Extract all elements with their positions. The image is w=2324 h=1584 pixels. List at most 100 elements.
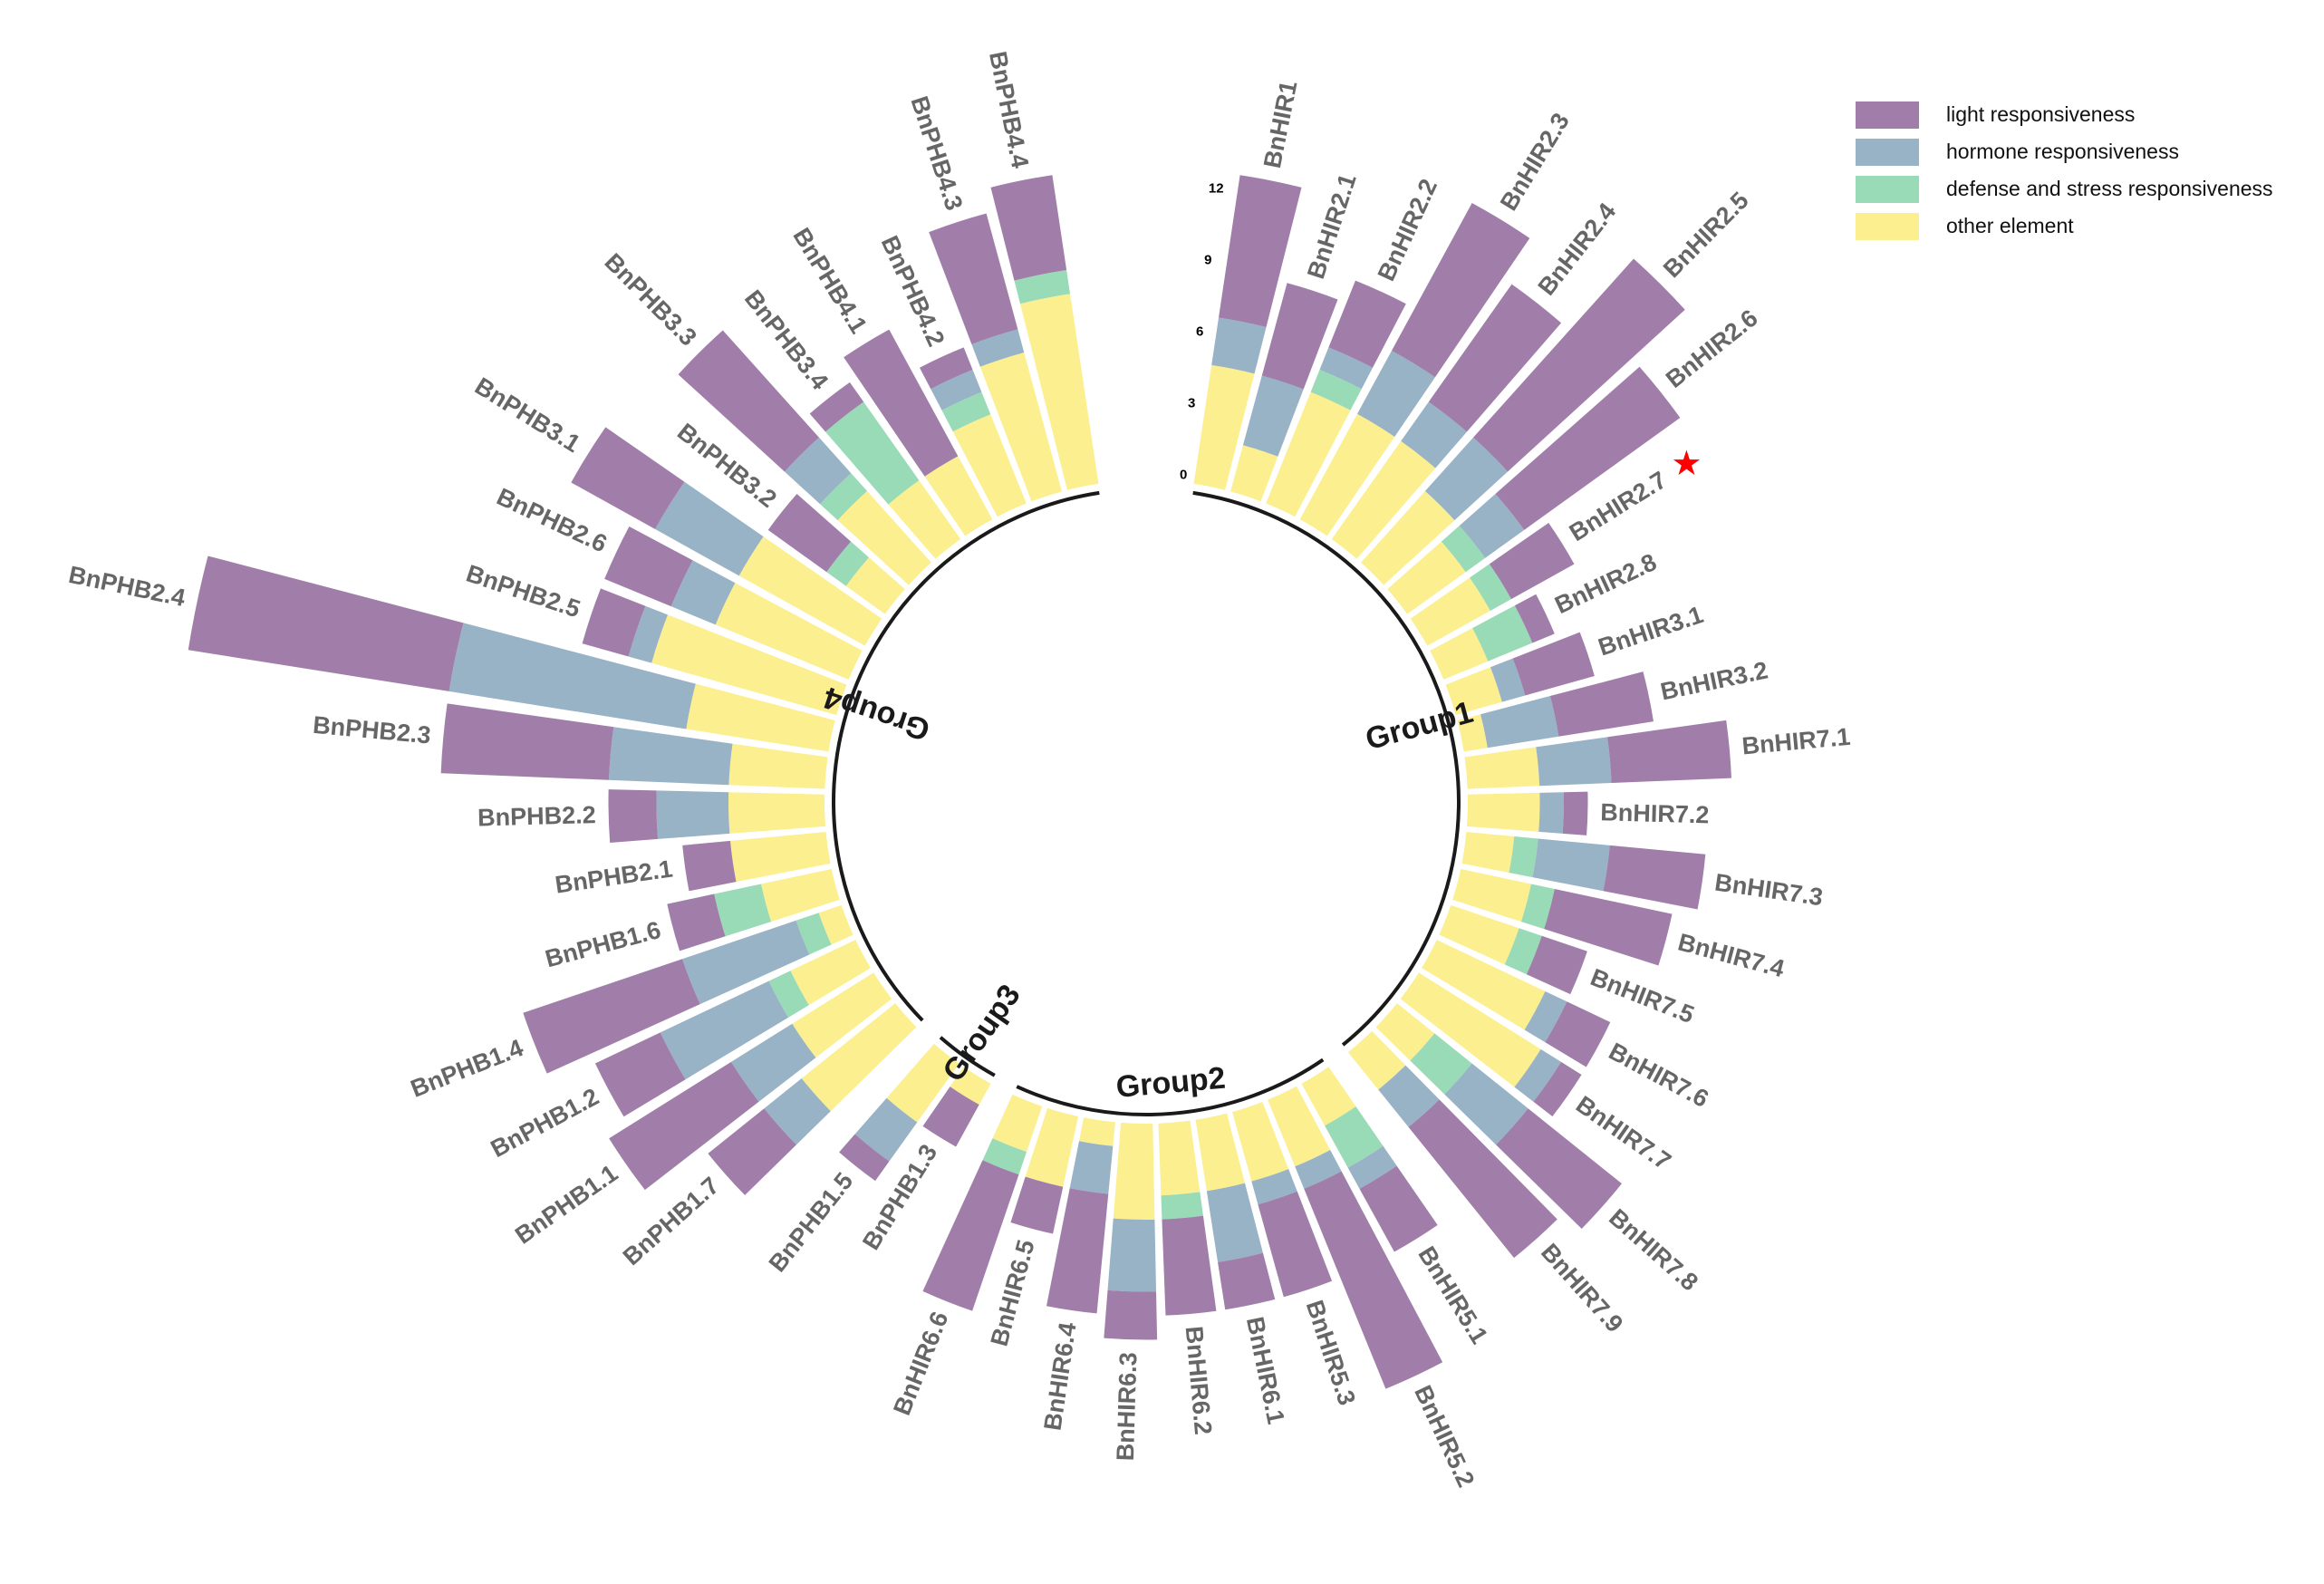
bar-segment-other: [1025, 1107, 1079, 1187]
bar-segment-defense: [1509, 835, 1538, 878]
gene-label: BnPHB3.1: [470, 372, 585, 458]
gene-label: BnHIR7.6: [1605, 1038, 1713, 1113]
bar-BnPHB2.1: [682, 832, 831, 892]
gene-label: BnHIR7.4: [1675, 928, 1788, 982]
bar-segment-hormone: [730, 1023, 816, 1102]
gene-label: BnHIR7.3: [1713, 869, 1825, 912]
bar-segment-hormone: [670, 560, 736, 625]
bar-segment-other: [686, 683, 835, 752]
bar-segment-light: [1328, 280, 1406, 368]
bar-segment-light: [1526, 935, 1587, 995]
bar-segment-other: [1268, 1086, 1331, 1167]
bar-segment-light: [1162, 1215, 1217, 1316]
gene-label: BnPHB1.1: [510, 1159, 622, 1249]
gene-label: BnHIR6.6: [888, 1308, 953, 1419]
bar-segment-hormone: [655, 481, 764, 576]
bar-segment-other: [1439, 904, 1519, 965]
bar-segment-light: [440, 703, 614, 780]
bar-segment-hormone: [1319, 347, 1374, 390]
bar-segment-defense: [820, 473, 868, 521]
bar-segment-hormone: [682, 920, 810, 1005]
gene-label: BnHIR2.4: [1533, 198, 1622, 300]
bar-segment-other: [1019, 294, 1099, 490]
gene-label: BnPHB4.4: [984, 49, 1034, 170]
bar-segment-hormone: [931, 370, 982, 410]
bar-BnHIR5.3: [1232, 1101, 1333, 1298]
legend-item-other: other element: [1856, 213, 2074, 240]
bar-segment-hormone: [971, 329, 1025, 367]
legend-swatch: [1856, 176, 1919, 203]
bar-segment-other: [818, 904, 853, 945]
bar-segment-light: [682, 840, 737, 892]
bar-segment-other: [992, 1094, 1043, 1153]
bar-layer: [188, 175, 1731, 1389]
bar-segment-light: [523, 959, 700, 1074]
bar-segment-light: [1495, 366, 1681, 530]
bar-segment-hormone: [1459, 494, 1525, 558]
gene-label: BnHIR7.2: [1600, 798, 1710, 828]
bar-segment-hormone: [1211, 317, 1267, 374]
bar-BnHIR7.1: [1464, 720, 1731, 789]
bar-segment-hormone: [1378, 1065, 1440, 1127]
bar-BnHIR1: [1193, 175, 1302, 490]
bar-BnHIR7.8: [1375, 1003, 1622, 1230]
bar-segment-other: [792, 972, 892, 1058]
gene-label: BnHIR2.5: [1658, 187, 1754, 283]
bar-segment-other: [1331, 440, 1436, 559]
bar-segment-light: [1473, 258, 1685, 472]
gene-label: BnHIR5.2: [1409, 1381, 1480, 1491]
bar-segment-defense: [768, 971, 809, 1018]
bar-BnPHB3.3: [678, 330, 931, 585]
bar-BnHIR3.1: [1445, 632, 1595, 715]
bar-BnPHB1.3: [922, 1067, 991, 1147]
bar-segment-other: [1299, 413, 1395, 536]
bar-BnHIR7.7: [1400, 972, 1582, 1117]
bar-segment-other: [651, 614, 847, 715]
bar-BnPHB1.1: [609, 972, 892, 1191]
bar-BnHIR2.7: [1410, 523, 1575, 646]
bar-segment-hormone: [1480, 696, 1559, 749]
bar-segment-defense: [1504, 928, 1542, 975]
bar-BnHIR6.3: [1104, 1122, 1158, 1340]
bar-segment-hormone: [1524, 990, 1567, 1043]
bar-segment-other: [1193, 364, 1255, 490]
bar-segment-light: [608, 789, 659, 843]
axis-tick-label: 0: [1180, 467, 1187, 482]
bar-BnHIR2.5: [1361, 258, 1685, 585]
bar-segment-light: [839, 1134, 890, 1182]
bar-segment-hormone: [1532, 838, 1610, 892]
gene-label: BnPHB4.3: [905, 92, 968, 213]
bar-segment-light: [678, 330, 819, 472]
bar-BnHIR5.1: [1301, 1067, 1438, 1252]
bar-segment-defense: [826, 541, 870, 586]
bar-segment-light: [1261, 283, 1338, 390]
bar-segment-other: [1230, 445, 1278, 502]
bar-segment-defense: [1014, 270, 1071, 304]
gene-label: BnPHB2.3: [312, 711, 432, 749]
bar-segment-other: [1452, 868, 1531, 922]
bar-segment-light: [1549, 671, 1654, 737]
bar-segment-light: [188, 555, 464, 691]
bar-segment-light: [922, 1160, 1019, 1311]
gene-label: BnHIR6.5: [986, 1237, 1040, 1349]
gene-label: BnHIR6.2: [1181, 1325, 1217, 1435]
gene-label: BnPHB2.5: [463, 560, 583, 623]
bar-segment-defense: [982, 1138, 1027, 1175]
group-label: Group4: [819, 680, 934, 747]
bar-segment-hormone: [1401, 401, 1467, 468]
bar-segment-hormone: [1242, 375, 1304, 457]
axis-tick-label: 9: [1204, 252, 1211, 267]
bar-segment-light: [1219, 175, 1302, 327]
bar-segment-defense: [1410, 1033, 1472, 1095]
bar-segment-other: [1266, 391, 1351, 517]
gene-label: BnPHB1.4: [407, 1034, 526, 1103]
gene-label: BnHIR7.1: [1741, 723, 1851, 760]
bar-BnPHB3.2: [767, 494, 905, 614]
bar-BnPHB2.6: [604, 526, 863, 680]
bar-segment-hormone: [448, 623, 696, 729]
bar-BnHIR6.4: [1046, 1117, 1115, 1314]
bar-BnHIR2.6: [1387, 366, 1681, 614]
gene-label: BnHIR7.8: [1604, 1203, 1703, 1296]
bar-BnPHB1.4: [523, 904, 853, 1074]
bar-BnPHB4.4: [990, 175, 1099, 490]
